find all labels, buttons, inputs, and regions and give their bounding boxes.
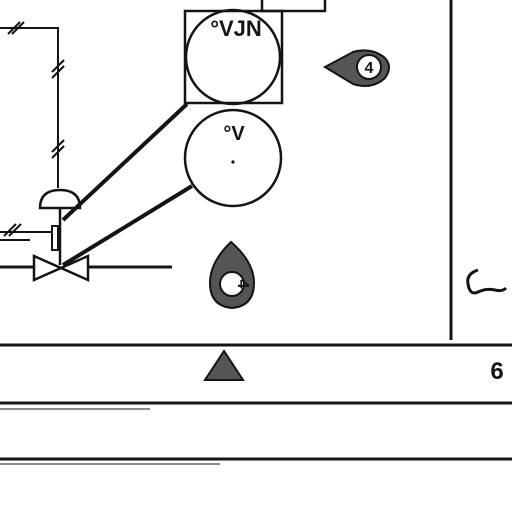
left-signal-stub [0,223,59,251]
instrument-vjn-bubble [184,8,282,106]
instrument-v: °V [183,108,283,208]
instrument-v-tag: °V [223,123,245,145]
instrument-v-bubble [183,108,283,208]
revision-triangle [203,349,245,381]
control-valve-body [32,254,90,282]
break-symbol [466,268,508,295]
revision-drop-number: 4 [234,280,251,289]
instrument-v-dot [231,160,235,164]
instrument-vjn: °VJN [183,8,284,106]
pneumatic-signal-line [0,21,65,188]
revision-drop-marker: 4 [208,240,256,310]
valve-actuator [38,188,82,265]
signal-line-v-to-valve [61,184,194,267]
revision-flag-right-number: 4 [365,60,374,77]
signal-line-vjn-to-actuator [61,102,189,222]
title-block [0,343,512,465]
sheet-number: 6 [490,358,503,385]
revision-flag-right: 4 [322,49,390,87]
signal-line-top [260,0,327,13]
instrument-vjn-tag: °VJN [210,16,262,41]
